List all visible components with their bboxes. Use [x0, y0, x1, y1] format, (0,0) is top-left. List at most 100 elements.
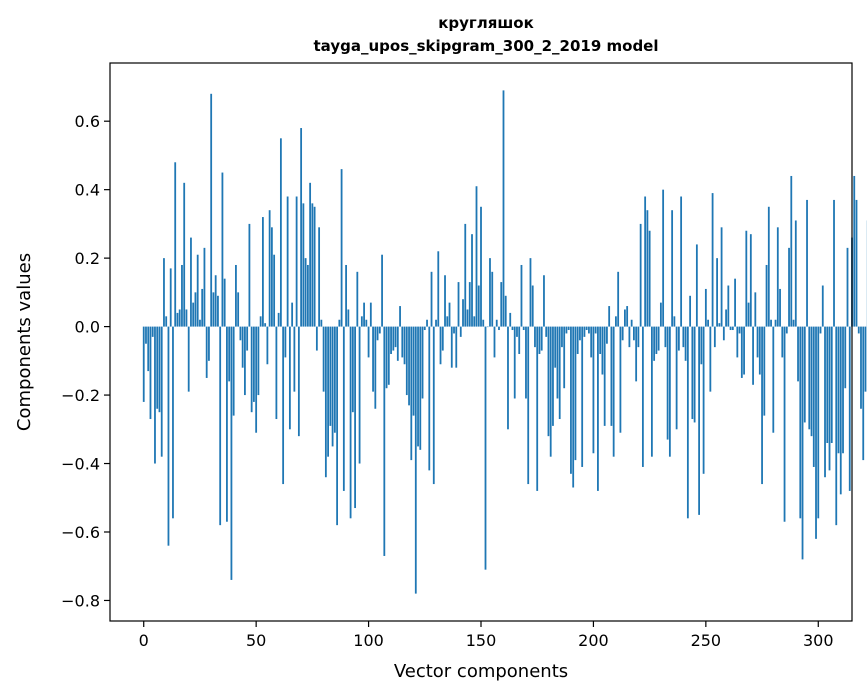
bar — [392, 326, 395, 351]
bar — [686, 326, 689, 519]
bar — [774, 319, 777, 327]
y-tick-label: 0.6 — [75, 112, 100, 131]
bar — [754, 292, 757, 327]
bar — [597, 326, 599, 491]
bar — [230, 326, 233, 580]
x-tick-label: 250 — [691, 631, 722, 650]
bar — [172, 326, 174, 519]
bar — [286, 196, 289, 327]
bar — [158, 326, 161, 413]
bar — [671, 210, 674, 327]
bar — [675, 326, 678, 430]
bar — [428, 326, 431, 471]
bar — [601, 326, 604, 375]
bar — [846, 247, 849, 327]
bar — [194, 292, 197, 327]
bar — [399, 306, 401, 327]
bar — [785, 326, 788, 334]
bar — [201, 288, 204, 327]
bar — [232, 326, 235, 416]
bar — [176, 312, 179, 327]
bar — [655, 326, 658, 354]
bar — [410, 326, 413, 461]
bar — [588, 326, 590, 334]
bar — [650, 326, 653, 457]
bar — [288, 326, 291, 430]
bar — [641, 326, 644, 467]
bar — [758, 326, 761, 375]
bar — [792, 319, 795, 327]
x-axis-ticks: 0 50 100 150 200 250 300 — [139, 621, 834, 650]
bar — [839, 326, 842, 495]
bar — [603, 326, 606, 426]
bar — [279, 138, 282, 327]
bar — [608, 306, 611, 327]
bar — [527, 326, 530, 485]
y-axis-ticks: −0.8 −0.6 −0.4 −0.2 0.0 0.2 0.4 0.6 — [61, 112, 110, 610]
bar — [473, 316, 476, 327]
bar — [722, 326, 725, 341]
bar — [185, 309, 188, 327]
bar — [412, 326, 415, 416]
bar — [183, 182, 186, 327]
bar — [833, 199, 835, 327]
bar — [493, 326, 496, 358]
bar — [268, 210, 271, 327]
bar — [383, 326, 386, 556]
bar — [770, 319, 772, 327]
bar — [309, 182, 312, 327]
bar — [167, 326, 170, 546]
bar — [756, 326, 759, 358]
bar — [612, 326, 615, 457]
bar — [367, 326, 370, 358]
bar — [561, 326, 563, 348]
bar — [504, 295, 507, 327]
bar — [212, 292, 215, 327]
bar — [835, 326, 838, 526]
bar — [572, 326, 575, 488]
bar — [284, 326, 287, 358]
bar — [659, 302, 662, 327]
bar — [644, 196, 647, 327]
bar — [507, 326, 509, 430]
bar — [498, 326, 500, 331]
bar — [376, 326, 379, 341]
bar — [862, 326, 865, 461]
y-tick-label: −0.2 — [61, 386, 100, 405]
bar — [259, 316, 262, 327]
bar — [772, 326, 775, 433]
bar — [812, 326, 815, 467]
bar — [698, 326, 700, 515]
bar — [181, 264, 183, 327]
bar — [484, 326, 487, 570]
bar — [848, 326, 851, 491]
y-tick-label: −0.6 — [61, 523, 100, 542]
bar — [538, 326, 541, 354]
bar — [311, 203, 314, 327]
bar — [417, 326, 419, 447]
bar — [518, 326, 521, 354]
bar — [570, 326, 572, 474]
bar — [165, 316, 168, 327]
bar — [819, 326, 822, 334]
bar — [320, 319, 323, 327]
x-axis-label: Vector components — [394, 661, 568, 682]
x-tick-label: 100 — [353, 631, 384, 650]
bar — [763, 326, 766, 416]
bar — [390, 326, 392, 354]
bar — [767, 206, 770, 327]
bar — [695, 244, 698, 327]
bar — [707, 319, 709, 327]
bar — [174, 162, 177, 327]
bar — [169, 268, 172, 327]
bar — [149, 326, 152, 420]
bar — [306, 264, 309, 327]
bar — [489, 258, 491, 327]
bar — [673, 316, 676, 327]
bar — [857, 326, 860, 334]
bar — [662, 189, 665, 327]
bar — [610, 326, 613, 426]
bar — [536, 326, 539, 491]
bar — [619, 326, 622, 433]
bar — [196, 254, 199, 327]
